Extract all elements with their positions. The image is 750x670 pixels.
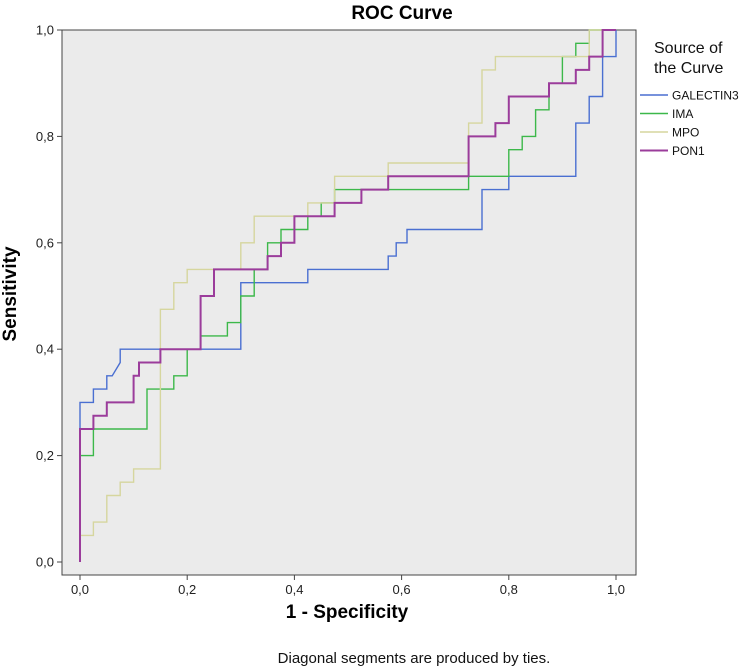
- legend-title-line2: the Curve: [654, 60, 723, 77]
- axis-ticks: 0,0 0,2 0,4 0,6 0,8 1,0 0,0 0,2 0,4 0,6 0,8 1,0: [36, 23, 625, 598]
- series-line-galectin3: [79, 30, 617, 562]
- series-line-mpo: [79, 29, 616, 562]
- legend-label-mpo: MPO: [672, 126, 699, 140]
- x-tick-label: 1,0: [607, 582, 625, 597]
- y-axis-label: Sensitivity: [0, 246, 21, 341]
- x-axis-label: 1 - Specificity: [286, 602, 409, 623]
- legend: Source of the Curve GALECTIN3 IMA MPO PON1: [640, 40, 739, 158]
- chart-title: ROC Curve: [351, 3, 452, 24]
- y-tick-label: 0,8: [36, 129, 54, 144]
- footnote: Diagonal segments are produced by ties.: [278, 650, 551, 667]
- x-tick-label: 0,6: [393, 582, 411, 597]
- x-tick-label: 0,2: [178, 582, 196, 597]
- series-group: [79, 29, 617, 562]
- x-tick-label: 0,8: [500, 582, 518, 597]
- x-tick-label: 0,0: [71, 582, 89, 597]
- y-tick-label: 0,4: [36, 342, 54, 357]
- x-tick-label: 0,4: [285, 582, 303, 597]
- y-tick-label: 0,2: [36, 448, 54, 463]
- series-line-pon1: [79, 29, 616, 562]
- legend-title-line1: Source of: [654, 40, 723, 57]
- legend-items: GALECTIN3 IMA MPO PON1: [640, 89, 739, 158]
- legend-label-galectin3: GALECTIN3: [672, 89, 739, 103]
- legend-label-pon1: PON1: [672, 144, 705, 158]
- y-tick-label: 0,0: [36, 555, 54, 570]
- y-tick-label: 0,6: [36, 235, 54, 250]
- y-tick-label: 1,0: [36, 23, 54, 38]
- legend-label-ima: IMA: [672, 107, 693, 121]
- plot-area: [61, 29, 637, 576]
